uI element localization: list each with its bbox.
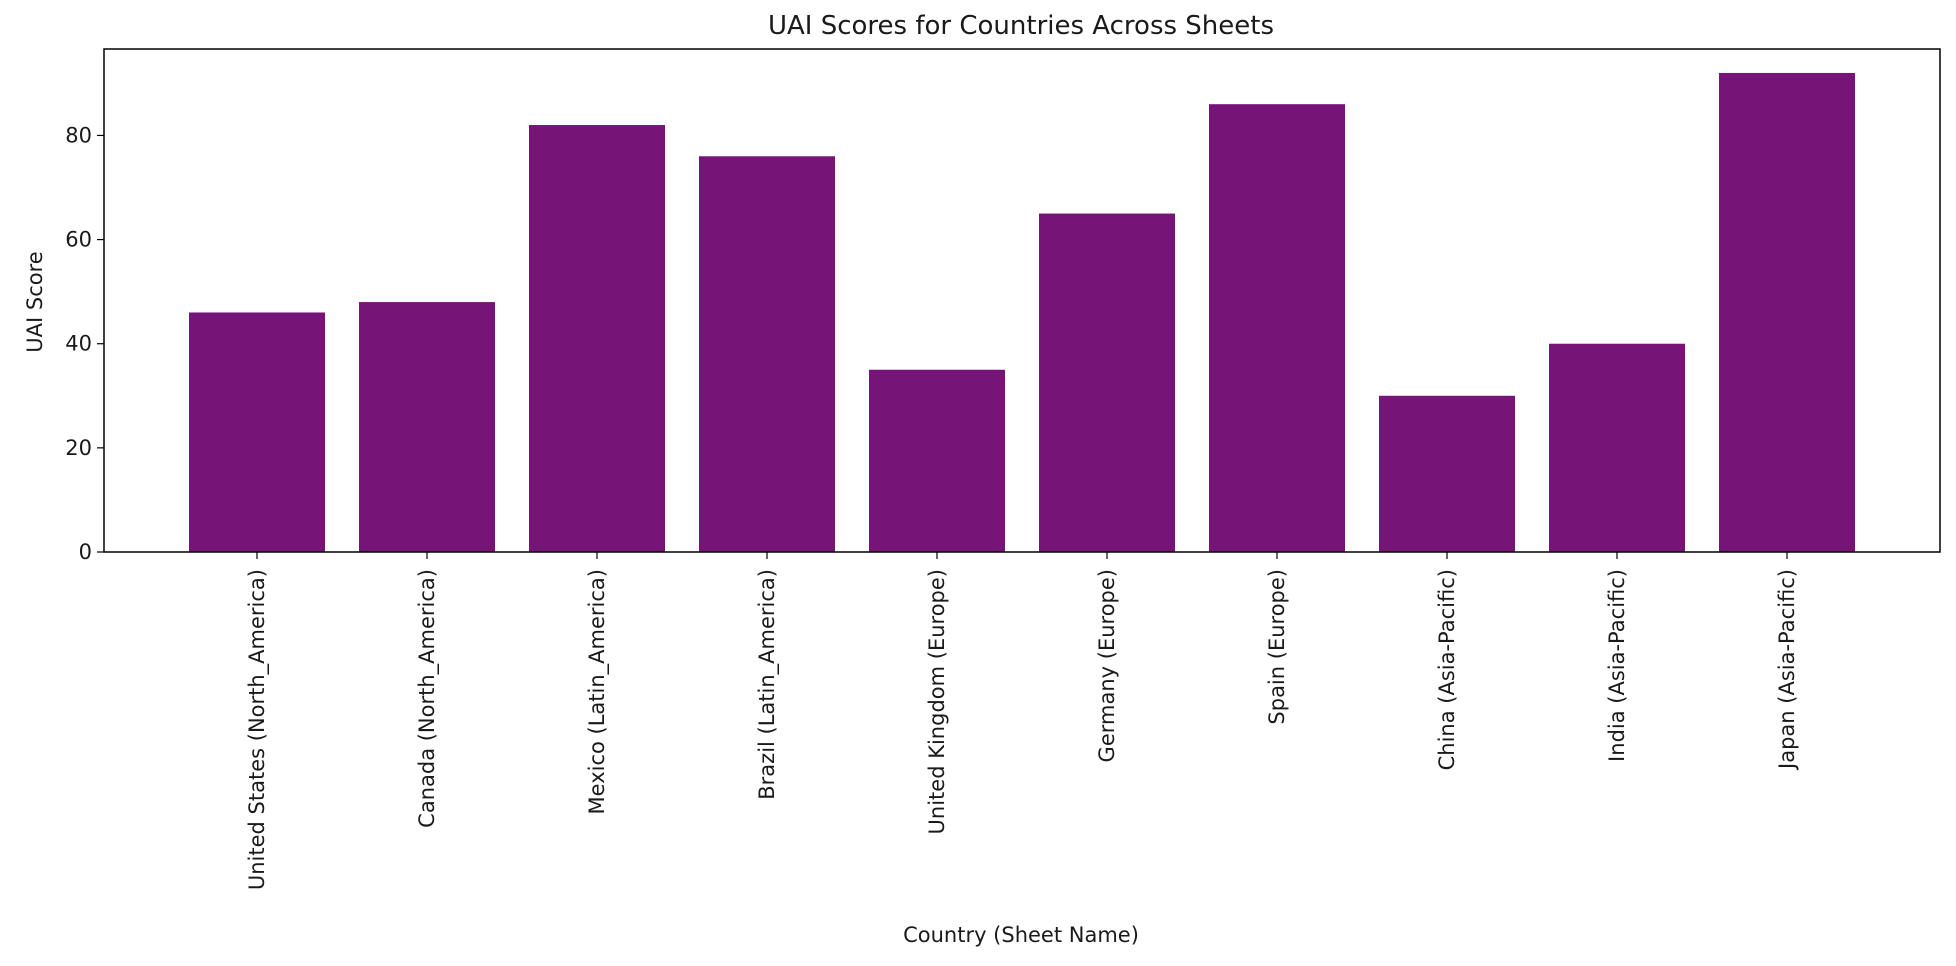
bars-layer <box>189 72 1855 553</box>
plot-frame <box>103 48 1941 553</box>
x-tick-label: Brazil (Latin_America) <box>755 569 780 800</box>
x-tick-label: Canada (North_America) <box>415 569 440 828</box>
y-axis-ticks: 0 20 40 60 80 <box>65 123 104 564</box>
y-tick-label: 20 <box>65 436 92 460</box>
y-tick-label: 80 <box>65 123 92 147</box>
x-tick-label: Spain (Europe) <box>1265 569 1289 725</box>
x-tick-label: Mexico (Latin_America) <box>585 569 610 814</box>
chart-title: UAI Scores for Countries Across Sheets <box>768 11 1274 41</box>
x-tick-label: United States (North_America) <box>245 569 270 890</box>
bar <box>529 125 665 553</box>
y-axis-label: UAI Score <box>23 251 47 352</box>
x-tick-label: India (Asia-Pacific) <box>1605 569 1629 762</box>
x-tick-label: Germany (Europe) <box>1095 569 1119 762</box>
x-tick-label: Japan (Asia-Pacific) <box>1775 569 1799 771</box>
x-axis-label: Country (Sheet Name) <box>903 923 1139 947</box>
bar <box>189 312 325 552</box>
bar <box>1719 72 1855 552</box>
bar <box>1039 213 1175 553</box>
bar <box>1379 395 1515 552</box>
y-tick-label: 40 <box>65 332 92 356</box>
bar <box>359 302 495 552</box>
bar <box>699 156 835 552</box>
bar <box>1549 343 1685 552</box>
x-axis-ticks: United States (North_America) Canada (Nor… <box>245 552 1799 890</box>
x-tick-label: United Kingdom (Europe) <box>925 569 949 834</box>
y-tick-label: 0 <box>79 540 92 564</box>
bar <box>1209 104 1345 552</box>
bar <box>869 369 1005 552</box>
x-tick-label: China (Asia-Pacific) <box>1435 569 1459 770</box>
y-tick-label: 60 <box>65 228 92 252</box>
